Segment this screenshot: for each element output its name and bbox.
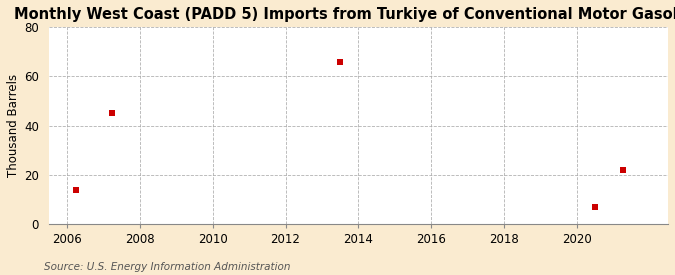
Text: Source: U.S. Energy Information Administration: Source: U.S. Energy Information Administ… xyxy=(44,262,290,272)
Title: Monthly West Coast (PADD 5) Imports from Turkiye of Conventional Motor Gasoline: Monthly West Coast (PADD 5) Imports from… xyxy=(14,7,675,22)
Point xyxy=(71,187,82,192)
Point xyxy=(335,59,346,64)
Point xyxy=(107,111,118,116)
Point xyxy=(617,168,628,172)
Point xyxy=(590,205,601,209)
Y-axis label: Thousand Barrels: Thousand Barrels xyxy=(7,74,20,177)
